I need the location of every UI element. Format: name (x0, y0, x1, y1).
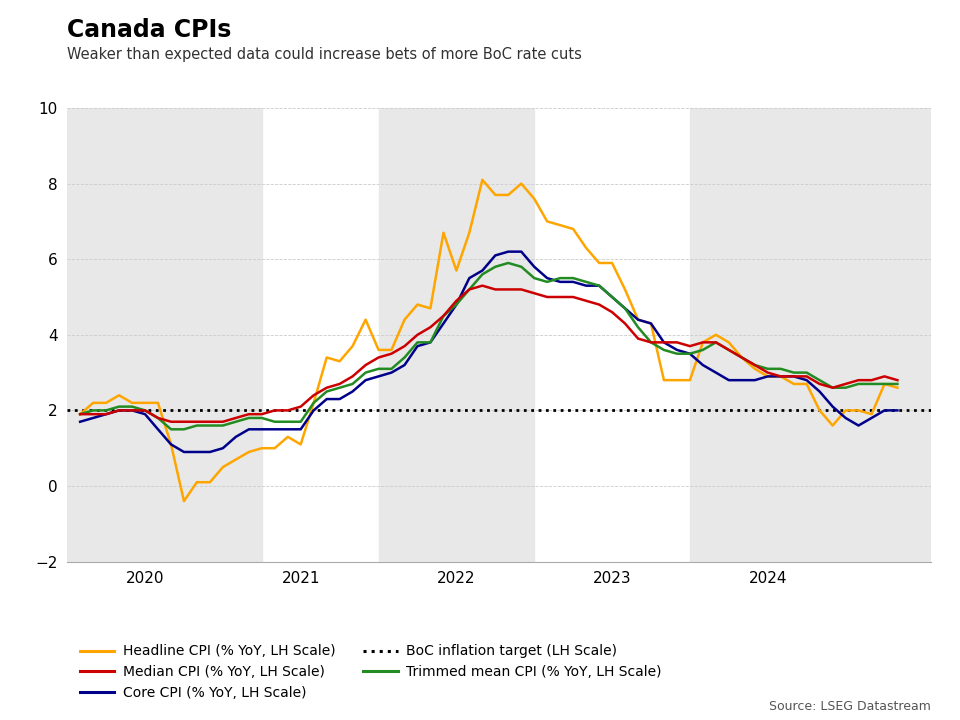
Bar (690, 108, 939, 562)
Text: Weaker than expected data could increase bets of more BoC rate cuts: Weaker than expected data could increase… (67, 47, 582, 62)
Bar (67, 108, 262, 562)
Text: Canada CPIs: Canada CPIs (67, 18, 231, 42)
Text: Source: LSEG Datastream: Source: LSEG Datastream (769, 700, 931, 713)
Legend: Headline CPI (% YoY, LH Scale), Median CPI (% YoY, LH Scale), Core CPI (% YoY, L: Headline CPI (% YoY, LH Scale), Median C… (74, 639, 667, 706)
Bar (378, 108, 534, 562)
